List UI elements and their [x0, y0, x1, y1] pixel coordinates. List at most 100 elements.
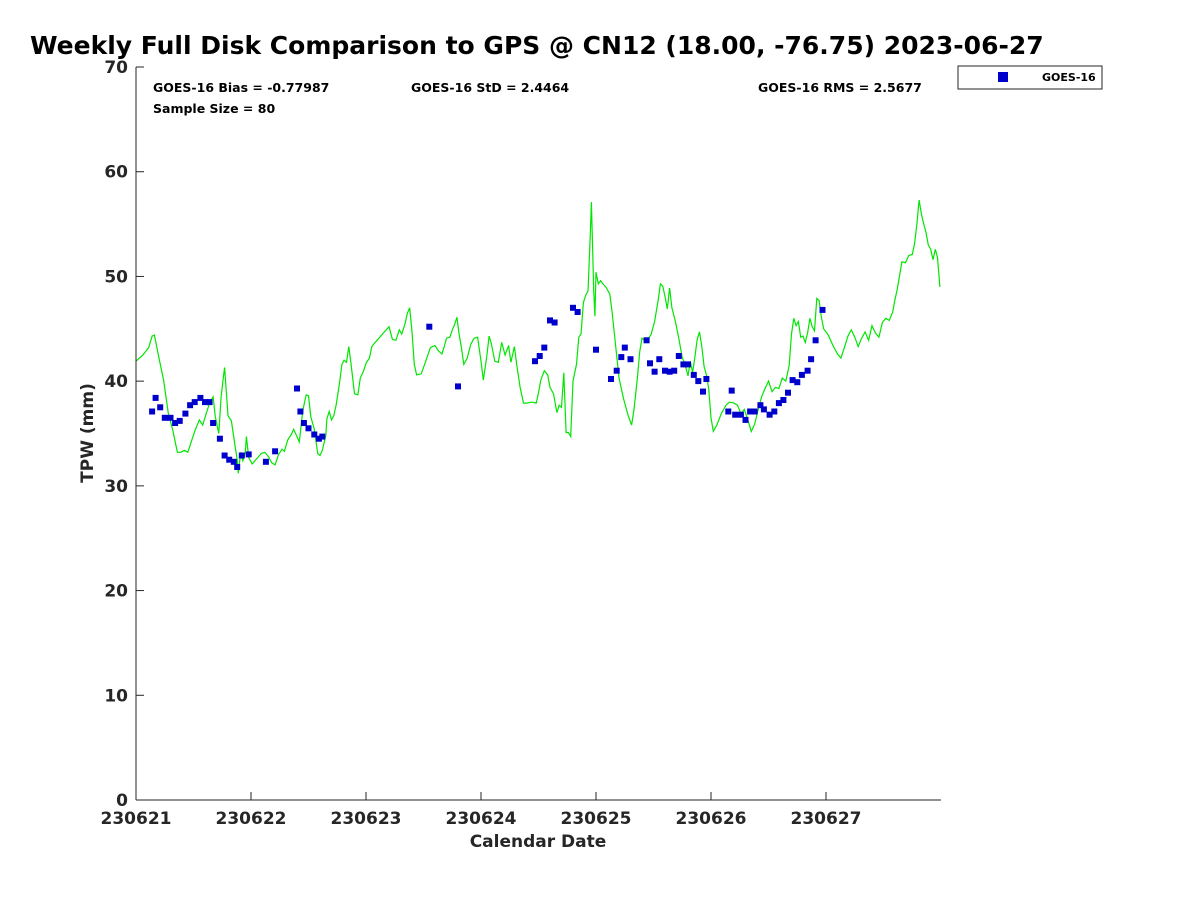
goes16-point: [647, 360, 653, 367]
goes16-point: [593, 346, 599, 353]
goes16-point: [666, 368, 673, 375]
goes16-point: [149, 408, 156, 415]
goes16-point: [751, 408, 758, 415]
goes16-point: [311, 431, 318, 438]
x-tick-label: 230626: [676, 809, 747, 829]
legend: GOES-16: [957, 65, 1103, 90]
goes16-point: [238, 452, 245, 459]
goes16-point: [643, 337, 650, 344]
goes16-point: [725, 408, 732, 415]
goes16-point: [757, 402, 764, 409]
sample-size-stat: Sample Size = 80: [153, 101, 275, 116]
goes16-point: [794, 379, 801, 386]
goes16-point: [262, 458, 269, 465]
x-tick-label: 230623: [331, 809, 402, 829]
goes16-point: [690, 371, 697, 378]
goes16-point: [172, 420, 179, 426]
bias-stat: GOES-16 Bias = -0.77987: [153, 80, 329, 95]
goes16-point: [627, 356, 634, 363]
goes16-point: [176, 417, 183, 424]
x-axis-ticks: 230621 230622 230623 230624 230625 230626 2306…: [101, 792, 862, 829]
goes16-point: [536, 353, 543, 359]
goes16-point: [216, 435, 223, 442]
goes16-point: [541, 344, 548, 351]
y-axis-label: TPW (mm): [78, 383, 98, 483]
goes16-point: [680, 361, 687, 368]
gps-line: [135, 199, 941, 474]
chart-title: Weekly Full Disk Comparison to GPS @ CN1…: [30, 31, 1044, 60]
goes16-point: [426, 323, 433, 330]
y-tick-label: 60: [104, 163, 128, 183]
y-tick-label: 50: [104, 267, 128, 287]
goes16-point: [819, 306, 826, 313]
goes16-point: [785, 389, 791, 396]
x-tick-label: 230625: [561, 809, 632, 829]
goes16-point: [737, 411, 744, 418]
goes16-point: [608, 376, 614, 382]
goes16-point: [157, 404, 164, 411]
goes16-point: [732, 411, 739, 418]
x-tick-label: 230621: [101, 809, 172, 829]
goes16-point: [789, 377, 796, 384]
legend-marker-goes16: [998, 72, 1008, 82]
goes16-point: [230, 458, 237, 465]
goes16-point: [182, 410, 189, 417]
goes16-point: [245, 451, 252, 458]
goes16-point: [675, 353, 682, 359]
goes16-point: [621, 344, 628, 351]
goes16-point: [167, 414, 174, 421]
goes16-point: [226, 456, 233, 463]
goes16-point: [656, 356, 663, 363]
goes16-point: [455, 383, 461, 390]
goes16-point: [685, 361, 691, 368]
goes16-point: [703, 376, 710, 382]
goes16-point: [651, 368, 658, 375]
goes16-point: [570, 304, 576, 311]
goes16-point: [197, 394, 204, 401]
goes16-point: [728, 387, 735, 394]
rms-stat: GOES-16 RMS = 2.5677: [758, 80, 922, 95]
y-axis-ticks: 0 10 20 30 40 50 60 70: [104, 58, 144, 811]
goes16-point: [191, 399, 198, 406]
y-tick-label: 10: [104, 686, 128, 706]
y-tick-label: 40: [104, 372, 128, 392]
goes16-point: [161, 414, 168, 421]
goes16-point: [771, 408, 778, 415]
goes16-point: [613, 367, 620, 374]
goes16-point: [662, 367, 668, 374]
y-tick-label: 0: [116, 791, 128, 811]
goes16-point: [671, 367, 678, 374]
goes16-point: [747, 408, 754, 415]
goes16-point: [272, 448, 279, 455]
y-tick-label: 70: [104, 58, 128, 78]
goes16-point: [234, 464, 241, 470]
goes16-point: [210, 420, 217, 426]
goes16-point: [804, 367, 811, 374]
goes16-point: [221, 452, 228, 459]
goes16-point: [775, 400, 782, 407]
goes16-point: [206, 399, 213, 406]
goes16-point: [574, 309, 581, 315]
goes16-point: [305, 425, 312, 432]
goes16-point: [618, 354, 625, 361]
goes16-point: [798, 371, 805, 378]
x-tick-label: 230624: [446, 809, 517, 829]
goes16-series: [149, 304, 826, 470]
goes16-point: [319, 433, 326, 440]
legend-box: [957, 65, 1103, 90]
x-tick-label: 230627: [791, 809, 862, 829]
goes16-point: [695, 378, 702, 385]
gps-series: [135, 199, 941, 474]
y-tick-label: 30: [104, 477, 128, 497]
goes16-point: [808, 356, 815, 363]
y-tick-label: 20: [104, 582, 128, 602]
goes16-point: [780, 397, 787, 403]
goes16-point: [742, 416, 749, 423]
goes16-point: [294, 385, 300, 392]
std-stat: GOES-16 StD = 2.4464: [411, 80, 569, 95]
goes16-point: [812, 337, 819, 344]
goes16-point: [297, 408, 304, 415]
legend-label-goes16: GOES-16: [1042, 71, 1096, 84]
goes16-point: [551, 319, 558, 326]
